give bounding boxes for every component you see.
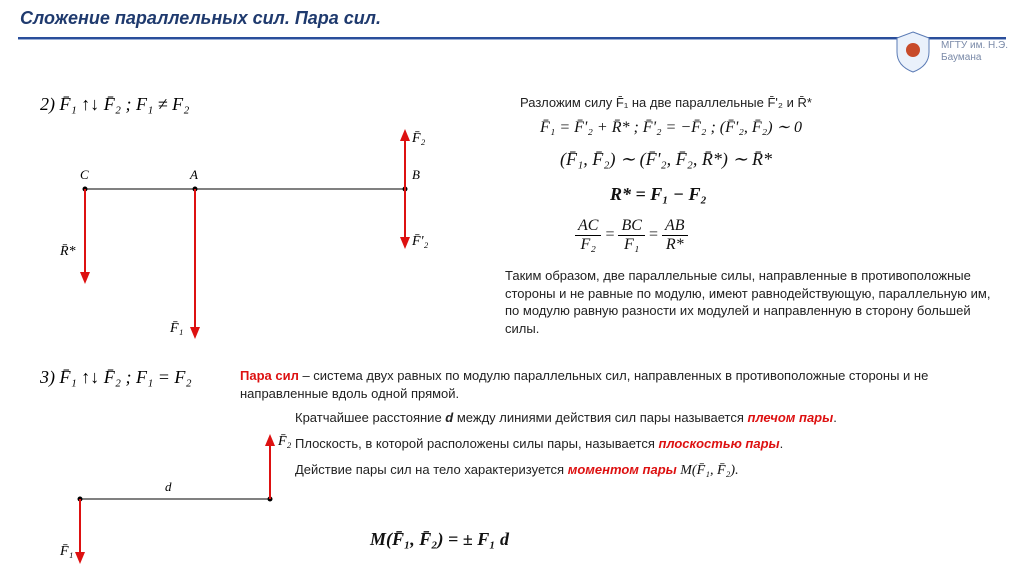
lbl-F2: F̄₂ [412, 131, 425, 147]
case3-arm: Кратчайшее расстояние d между линиями де… [295, 409, 1005, 427]
case2-intro: Разложим силу F̄₁ на две параллельные F̄… [520, 94, 980, 112]
plane-post: . [780, 436, 784, 451]
plane-term: плоскостью пары [659, 436, 780, 451]
case3-diagram [0, 39, 300, 576]
prop-d1: F₂ [575, 236, 601, 254]
c3-d: d [165, 479, 172, 495]
case2-prop: ACF₂ = BCF₁ = ABR* [575, 217, 688, 254]
case3-def: Пара сил – система двух равных по модулю… [240, 367, 1000, 402]
case2-conclusion: Таким образом, две параллельные силы, на… [505, 267, 995, 337]
case3-plane: Плоскость, в которой расположены силы па… [295, 435, 1005, 453]
c3-F2: F̄₂ [278, 434, 291, 450]
prop-n1: AC [575, 217, 601, 236]
lbl-F2p: F̄'₂ [412, 234, 428, 250]
def-text: – система двух равных по модулю параллел… [240, 368, 928, 401]
arm-post: . [833, 410, 837, 425]
c3-F1: F̄₁ [60, 544, 73, 560]
mline-term: моментом пары [568, 462, 677, 477]
prop-d3: R* [662, 236, 688, 254]
arm-term: плечом пары [748, 410, 834, 425]
case2-eq1: F̄₁ = F̄'₂ + R̄* ; F̄'₂ = −F̄₂ ; (F̄'₂, … [540, 117, 802, 137]
case2-eq3: R* = F₁ − F₂ [610, 184, 707, 205]
prop-n2: BC [618, 217, 644, 236]
prop-d2: F₁ [618, 236, 644, 254]
pt-B: B [412, 167, 420, 183]
mline-pre: Действие пары сил на тело характеризуетс… [295, 462, 568, 477]
page-title: Сложение параллельных сил. Пара сил. [0, 0, 1024, 33]
prop-n3: AB [662, 217, 688, 236]
moment-eq: M(F̄₁, F̄₂) = ± F₁ d [370, 529, 509, 550]
mline-tail: M(F̄₁, F̄₂). [677, 463, 739, 478]
case2-eq2: (F̄₁, F̄₂) ∼ (F̄'₂, F̄₂, R̄*) ∼ R̄* [560, 149, 772, 170]
arm-mid: между линиями действия сил пары называет… [453, 410, 747, 425]
plane-pre: Плоскость, в которой расположены силы па… [295, 436, 659, 451]
arm-pre: Кратчайшее расстояние [295, 410, 445, 425]
case3-moment-line: Действие пары сил на тело характеризуетс… [295, 461, 1005, 481]
